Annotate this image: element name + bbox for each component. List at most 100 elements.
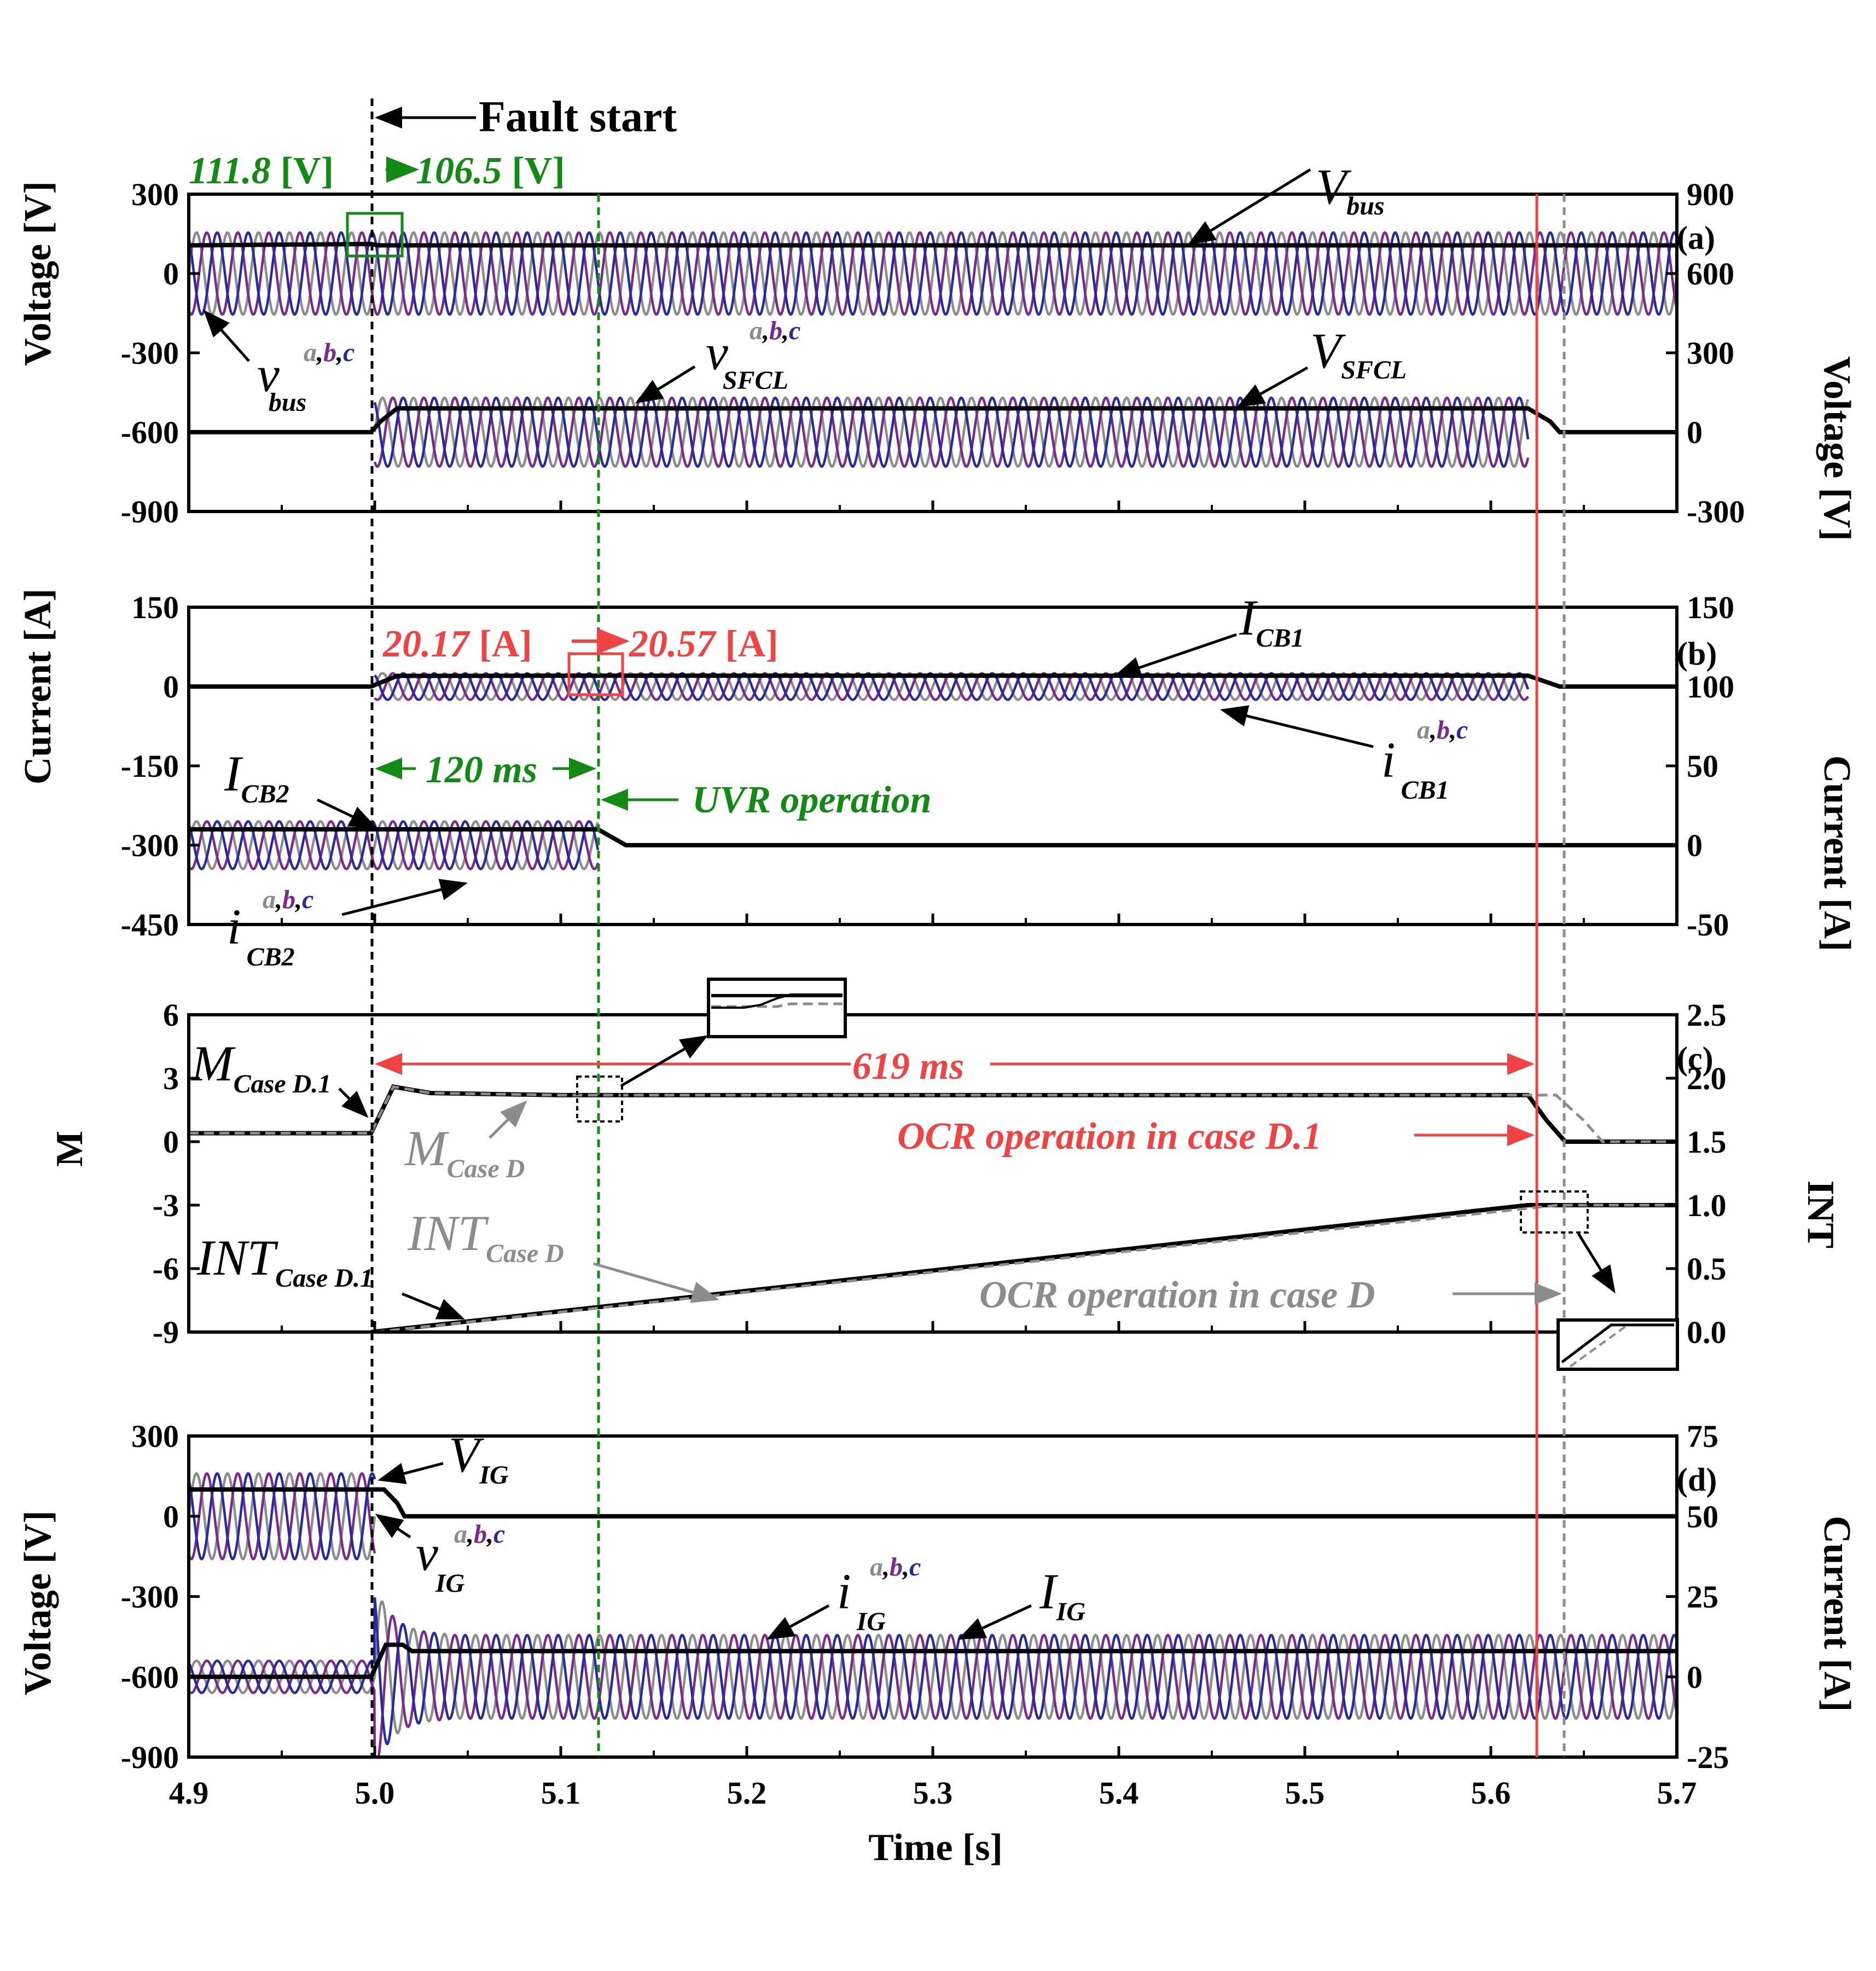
- int-cased-label: INTCase D: [407, 1205, 564, 1268]
- phase-a-mark-4: a: [263, 885, 276, 914]
- x-tick-label: 5.7: [1657, 1775, 1697, 1811]
- vig-subscript: IG: [479, 1461, 509, 1490]
- phase-b-mark-5: b: [474, 1520, 487, 1549]
- vig-abc-symbol: v: [416, 1525, 438, 1581]
- y-tick-label-right: 900: [1687, 177, 1734, 212]
- icb1-arrow: [1113, 633, 1237, 678]
- icb1-abc-arrow: [1220, 705, 1374, 748]
- icb2-subscript: CB2: [241, 780, 289, 809]
- ocr-d-label: OCR operation in case D: [979, 1274, 1375, 1316]
- m-cased-symbol: M: [404, 1120, 449, 1176]
- y-tick-label-right: 0.5: [1687, 1251, 1727, 1287]
- phase-a-mark-2: a: [750, 316, 763, 345]
- series-line: [189, 673, 1677, 689]
- plot-area: [189, 231, 1677, 468]
- phase-a-mark-3: a: [1417, 716, 1430, 745]
- int-cased1-label: INTCase D.1: [196, 1230, 373, 1293]
- plot-area: [189, 1472, 1677, 1757]
- i-before-value: 20.17: [382, 623, 471, 665]
- vsfcl-abc-phases: a,b,c: [750, 316, 800, 345]
- icb2-abc-arrow: [341, 879, 468, 916]
- series-line: [189, 1487, 1677, 1519]
- vig-abc-phases: a,b,c: [454, 1520, 505, 1549]
- icb1-label: ICB1: [1239, 590, 1304, 653]
- m-cased1-symbol: M: [190, 1036, 236, 1091]
- phase-b-mark-4: b: [282, 885, 295, 914]
- phase-b-mark-6: b: [890, 1553, 903, 1582]
- y-tick-label-right: 600: [1687, 256, 1734, 292]
- icb2-abc-phases: a,b,c: [263, 885, 313, 914]
- panel-label-d: (d): [1677, 1462, 1717, 1498]
- int-zoom-inset-frame: [1556, 1318, 1679, 1371]
- wave-b: [374, 672, 1529, 701]
- phase-c-mark-3: c: [1456, 716, 1468, 745]
- plot-area: [189, 1084, 1677, 1332]
- phase-sep-3: ,: [762, 316, 769, 345]
- m-cased-subscript: Case D: [447, 1154, 525, 1183]
- x-tick-label: 5.0: [355, 1775, 395, 1811]
- iig-abc-label: iIG: [837, 1563, 886, 1636]
- y-tick-label-left: 150: [131, 590, 179, 625]
- x-tick-label: 4.9: [169, 1775, 209, 1811]
- icb2-symbol: I: [224, 746, 243, 801]
- wave-a: [189, 1472, 376, 1561]
- panel-label-a: (a): [1677, 220, 1715, 256]
- int-cased-symbol: INT: [407, 1205, 489, 1261]
- icb1-abc-label: iCB1: [1381, 732, 1449, 805]
- vbus-abc-arrow: [203, 310, 250, 362]
- icb1-abc-symbol: i: [1381, 732, 1396, 788]
- x-tick-label: 5.1: [541, 1775, 581, 1811]
- phase-a-mark-5: a: [454, 1520, 467, 1549]
- icb1-subscript: CB1: [1256, 624, 1304, 653]
- y-tick-label-left: -600: [121, 1659, 179, 1695]
- fault-start-label: Fault start: [479, 93, 677, 141]
- series-line: [189, 827, 1677, 847]
- wave-c: [373, 396, 1530, 468]
- y-tick-label-left: -9: [153, 1315, 179, 1350]
- y-tick-label-left: -900: [121, 494, 179, 530]
- v-before-annotation: 111.8 [V]: [189, 150, 334, 192]
- wave-a: [189, 231, 1677, 316]
- v-after-unit: [V]: [512, 150, 565, 192]
- vbus-symbol: V: [1316, 159, 1352, 214]
- vbus-label: Vbus: [1316, 159, 1385, 220]
- i-before-unit: [A]: [479, 623, 532, 665]
- y-title-c-right: INT: [1799, 1181, 1842, 1248]
- wave-b: [189, 1472, 376, 1561]
- y-tick-label-left: 0: [163, 256, 179, 292]
- icb1-abc-phases: a,b,c: [1417, 716, 1468, 745]
- m-zoom-inset: [707, 978, 847, 1038]
- vig-abc-label: v IG: [416, 1525, 465, 1598]
- y-tick-label-left: 3: [163, 1061, 179, 1096]
- iig-abc-arrow: [766, 1604, 830, 1640]
- icb2-abc-symbol: i: [227, 899, 241, 955]
- vsfcl-abc-label: v SFCL: [706, 324, 788, 395]
- y-tick-label-right: 2.0: [1687, 1061, 1727, 1096]
- y-tick-label-right: 100: [1687, 669, 1734, 705]
- icb2-abc-sub: CB2: [247, 943, 295, 972]
- i-after-annotation: 20.57 [A]: [629, 623, 779, 665]
- int-cased1-subscript: Case D.1: [275, 1264, 373, 1293]
- phase-sep-12: ,: [902, 1553, 909, 1582]
- v-after-value: 106.5: [416, 150, 502, 192]
- y-axis-titles: Voltage [V] Voltage [V] Current [A] Curr…: [17, 181, 1858, 1712]
- vsfcl-abc-arrow: [635, 365, 696, 404]
- panel-label-b: (b): [1677, 636, 1717, 672]
- y-title-d-left: Voltage [V]: [17, 1510, 59, 1695]
- phase-b-mark-2: b: [769, 316, 782, 345]
- phase-sep-8: ,: [294, 885, 302, 914]
- y-title-b-left: Current [A]: [17, 589, 59, 784]
- y-title-a-right: Voltage [V]: [1816, 356, 1858, 541]
- int-cased1-symbol: INT: [196, 1230, 278, 1286]
- y-tick-label-right: -50: [1687, 907, 1729, 943]
- vsfcl-abc-sub: SFCL: [723, 366, 788, 395]
- y-tick-label-right: -25: [1687, 1740, 1729, 1775]
- annotations-c: MCase D.1 MCase D 619 ms OCR operation i…: [190, 978, 1679, 1371]
- y-tick-label-left: 300: [131, 1418, 179, 1454]
- iig-abc-phases: a,b,c: [870, 1553, 921, 1582]
- y-tick-label-left: -6: [153, 1251, 179, 1287]
- int-zoom-arrow: [1577, 1232, 1616, 1294]
- dt-ocr-label: 619 ms: [852, 1045, 964, 1088]
- phase-c-mark-2: c: [789, 316, 800, 345]
